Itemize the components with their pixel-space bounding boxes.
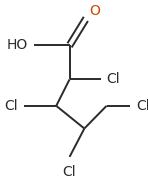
Text: HO: HO	[7, 38, 28, 52]
Text: Cl: Cl	[4, 99, 18, 113]
Text: O: O	[90, 4, 100, 18]
Text: Cl: Cl	[107, 72, 120, 86]
Text: Cl: Cl	[63, 165, 76, 179]
Text: Cl: Cl	[136, 99, 148, 113]
